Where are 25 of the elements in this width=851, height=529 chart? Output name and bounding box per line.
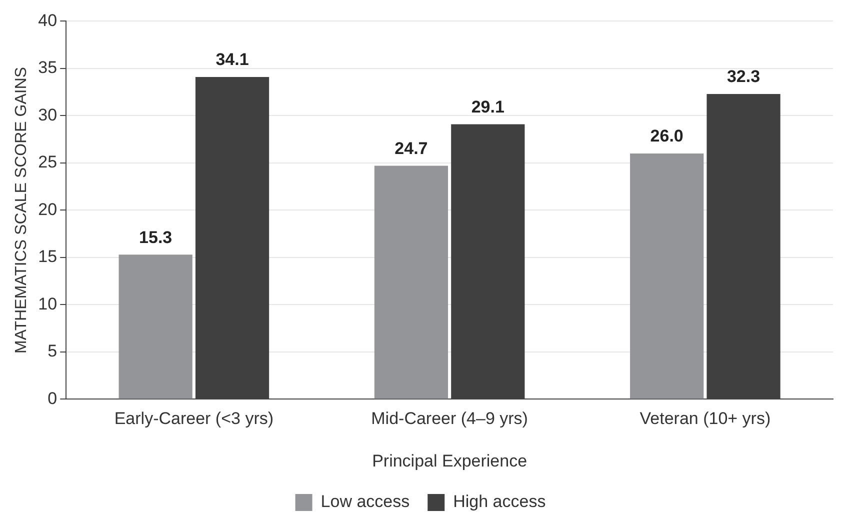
data-label: 34.1 <box>216 50 249 70</box>
data-label: 26.0 <box>650 126 684 146</box>
y-tick-label: 25 <box>38 152 58 172</box>
y-tick-label: 5 <box>48 342 58 361</box>
legend-label: Low access <box>320 492 410 512</box>
x-tick-label: Mid-Career (4–9 yrs) <box>371 409 528 428</box>
data-label: 15.3 <box>139 228 172 247</box>
y-tick-label: 35 <box>38 58 58 78</box>
y-tick-label: 0 <box>48 388 58 408</box>
y-axis-title: MATHEMATICS SCALE SCORE GAINS <box>13 66 30 354</box>
bar <box>630 154 704 399</box>
x-tick-label: Veteran (10+ yrs) <box>640 409 771 428</box>
x-tick-label: Early-Career (<3 yrs) <box>114 409 274 428</box>
y-tick-label: 20 <box>38 200 58 219</box>
data-label: 24.7 <box>394 138 428 158</box>
y-tick-label: 10 <box>38 294 58 314</box>
legend-label: High access <box>453 492 546 512</box>
y-tick-label: 15 <box>38 247 58 266</box>
y-tick-label: 40 <box>38 10 58 30</box>
bar <box>118 254 192 399</box>
bar <box>374 166 448 399</box>
data-label: 29.1 <box>471 97 504 116</box>
data-label: 32.3 <box>726 67 760 86</box>
x-axis-title: Principal Experience <box>372 451 528 470</box>
y-tick-label: 30 <box>38 105 58 124</box>
